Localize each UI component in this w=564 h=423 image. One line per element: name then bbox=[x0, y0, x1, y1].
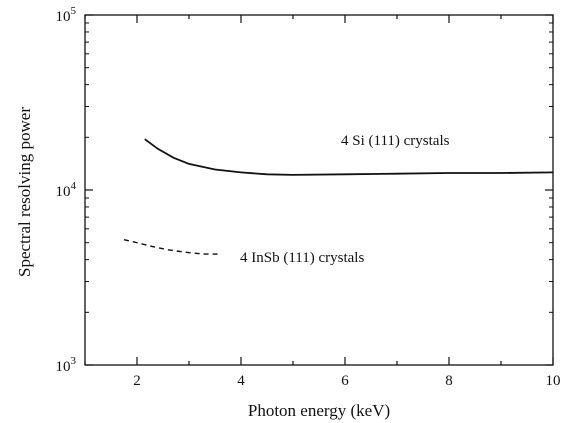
x-axis-label: Photon energy (keV) bbox=[248, 401, 390, 420]
x-tick-label: 10 bbox=[546, 373, 561, 389]
y-tick-label: 105 bbox=[56, 5, 77, 25]
x-tick-label: 4 bbox=[237, 373, 245, 389]
series-line-si bbox=[144, 138, 554, 176]
y-tick-label: 104 bbox=[56, 180, 77, 200]
ticks: 2 4 6 8 10 103 104 105 bbox=[56, 5, 561, 389]
series-line-insb bbox=[123, 239, 221, 255]
x-tick-label: 2 bbox=[133, 373, 141, 389]
series-label-insb: 4 InSb (111) crystals bbox=[240, 250, 364, 266]
series-lines bbox=[123, 138, 554, 255]
y-axis-label: Spectral resolving power bbox=[15, 107, 34, 277]
series-labels: 4 Si (111) crystals 4 InSb (111) crystal… bbox=[240, 133, 450, 266]
y-tick-label: 103 bbox=[56, 355, 77, 375]
x-tick-label: 6 bbox=[341, 373, 349, 389]
x-tick-label: 8 bbox=[445, 373, 453, 389]
series-label-si: 4 Si (111) crystals bbox=[341, 133, 450, 149]
plot-frame bbox=[84, 14, 554, 366]
